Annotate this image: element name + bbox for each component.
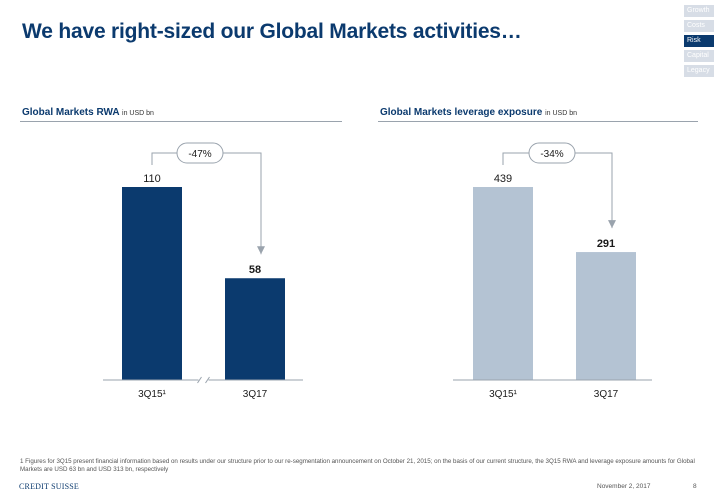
leverage-bar-1 [576,252,636,380]
section-nav: Growth Costs Risk Capital Legacy [684,5,714,80]
leverage-change-badge [528,142,576,164]
nav-item-legacy[interactable]: Legacy [684,65,714,77]
rwa-change-badge [176,142,224,164]
leverage-change-label: -34% [540,149,563,160]
rwa-bar-0 [122,187,182,380]
leverage-change-arrowhead [608,220,616,229]
leverage-panel-title: Global Markets leverage exposure in USD … [380,107,577,118]
rwa-category-label-1: 3Q17 [243,389,268,400]
leverage-unit: in USD bn [545,110,577,117]
rwa-axis-break-gap [198,376,209,384]
page-number: 8 [693,483,697,490]
footer-date: November 2, 2017 [597,483,651,490]
leverage-title-text: Global Markets leverage exposure [380,107,543,118]
nav-item-risk[interactable]: Risk [684,35,714,47]
rwa-value-label-0: 110 [143,173,161,185]
rwa-title-text: Global Markets RWA [22,107,120,118]
rwa-change-label: -47% [188,149,211,160]
leverage-bar-0 [473,187,533,380]
rwa-axis-break-mark-2 [205,376,210,384]
nav-item-costs[interactable]: Costs [684,20,714,32]
nav-item-growth[interactable]: Growth [684,5,714,17]
rwa-value-label-1: 58 [249,264,261,276]
leverage-category-label-1: 3Q17 [594,389,619,400]
leverage-category-label-0: 3Q15¹ [489,389,517,400]
nav-item-capital[interactable]: Capital [684,50,714,62]
leverage-title-rule [378,121,698,122]
leverage-value-label-1: 291 [597,238,615,250]
rwa-axis-break-mark-1 [197,376,202,384]
rwa-bar-1 [225,278,285,380]
rwa-change-arrowhead [257,246,265,255]
rwa-title-rule [20,121,342,122]
rwa-panel-title: Global Markets RWA in USD bn [22,107,154,118]
footnote: 1 Figures for 3Q15 present financial inf… [20,458,695,473]
credit-suisse-logo: CREDIT SUISSE [19,482,80,491]
rwa-category-label-0: 3Q15¹ [138,389,166,400]
leverage-value-label-0: 439 [494,173,512,185]
page-title: We have right-sized our Global Markets a… [22,20,522,43]
rwa-unit: in USD bn [122,110,154,117]
